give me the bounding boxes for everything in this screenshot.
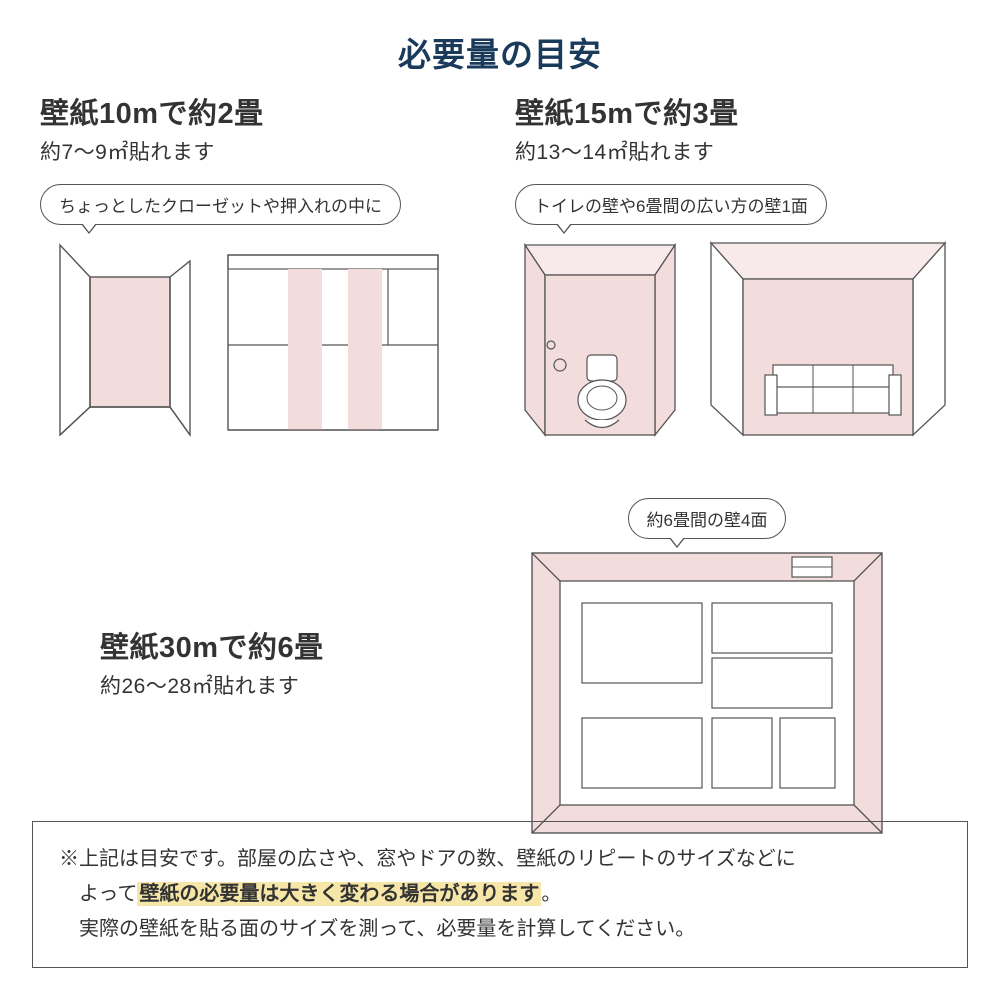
sections-grid: 壁紙10mで約2畳 約7～9㎡貼れます ちょっとしたクローゼットや押入れの中に [0,90,1000,445]
note-line-2b: 。 [541,883,561,905]
room-plan-icon [522,543,892,843]
section-30m: 壁紙30mで約6畳 約26～28㎡貼れます 約6畳間の壁4面 [40,480,960,843]
living-room-icon [703,235,953,445]
section2-callout: トイレの壁や6畳間の広い方の壁1面 [515,184,827,225]
section-10m: 壁紙10mで約2畳 約7～9㎡貼れます ちょっとしたクローゼットや押入れの中に [40,90,485,445]
note-line-1: ※上記は目安です。部屋の広さや、窓やドアの数、壁紙のリピートのサイズなどに [59,842,941,877]
note-line-3a: 実際の壁紙を貼る面のサイズを測って、必要量を計算してください。 [79,918,695,940]
section2-heading: 壁紙15mで約3畳 [515,90,960,132]
section3-sub: 約26～28㎡貼れます [100,670,454,700]
disclaimer-note: ※上記は目安です。部屋の広さや、窓やドアの数、壁紙のリピートのサイズなどに ※よ… [32,821,968,968]
section1-heading: 壁紙10mで約2畳 [40,90,485,132]
section1-sub: 約7～9㎡貼れます [40,136,485,166]
section2-sub: 約13～14㎡貼れます [515,136,960,166]
note-line-2: ※よって壁紙の必要量は大きく変わる場合があります。 [59,877,941,912]
closet-icon [40,235,200,445]
section3-heading: 壁紙30mで約6畳 [100,624,454,666]
oshiire-icon [218,245,448,445]
toilet-room-icon [515,235,685,445]
section-15m: 壁紙15mで約3畳 約13～14㎡貼れます トイレの壁や6畳間の広い方の壁1面 [515,90,960,445]
note-highlight: 壁紙の必要量は大きく変わる場合があります [137,882,541,906]
note-line-3: ※実際の壁紙を貼る面のサイズを測って、必要量を計算してください。 [59,912,941,947]
main-title: 必要量の目安 [0,0,1000,76]
section3-callout: 約6畳間の壁4面 [628,498,787,539]
section1-callout: ちょっとしたクローゼットや押入れの中に [40,184,401,225]
note-line-2a: よって [79,883,137,905]
